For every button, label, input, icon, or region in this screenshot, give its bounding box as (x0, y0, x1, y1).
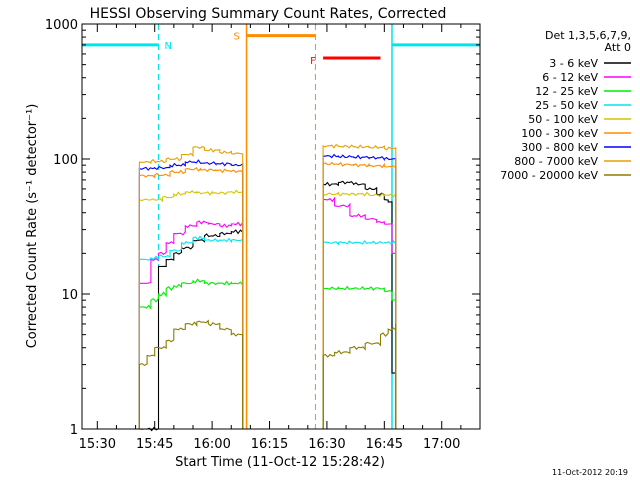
x-axis-label: Start Time (11-Oct-12 15:28:42) (175, 455, 385, 470)
series-line-50-100keV (322, 191, 397, 429)
series-line-12-25keV (322, 285, 397, 429)
plot-clip-layer: N S F (82, 24, 480, 432)
x-tick-label: 15:30 (79, 437, 116, 452)
legend-label: 7000 - 20000 keV (500, 169, 598, 182)
series-line-25-50keV (322, 239, 397, 429)
series-line-6-12keV (322, 196, 397, 429)
series-line-12-25keV (138, 278, 244, 429)
series-layer (138, 143, 397, 432)
series-line-6-12keV (138, 220, 244, 429)
series-line-300-800keV (322, 153, 397, 429)
timestamp: 11-Oct-2012 20:19 (552, 468, 628, 477)
y-tick-label: 10 (61, 288, 78, 303)
legend-header-line2: Att 0 (605, 41, 631, 54)
series-line-800-7000keV (322, 143, 397, 429)
flag-layer: N S F (82, 24, 480, 429)
x-tick-label: 16:00 (193, 437, 230, 452)
x-axis: 15:30 15:45 16:00 16:15 16:30 16:45 17:00 (79, 24, 481, 452)
series-line-7000-20000keV (138, 319, 244, 429)
chart-title: HESSI Observing Summary Count Rates, Cor… (90, 6, 447, 22)
series-line-7000-20000keV (322, 323, 397, 429)
legend-label: 12 - 25 keV (535, 85, 598, 98)
y-tick-label: 100 (53, 153, 78, 168)
legend-label: 800 - 7000 keV (514, 155, 598, 168)
legend-label: 50 - 100 keV (528, 113, 598, 126)
series-line-100-300keV (138, 167, 244, 429)
legend-label: 100 - 300 keV (521, 127, 598, 140)
x-tick-label: 16:30 (308, 437, 345, 452)
series-line-100-300keV (322, 161, 397, 429)
y-axis-label: Corrected Count Rate (s⁻¹ detector⁻¹) (25, 104, 40, 349)
legend-label: 300 - 800 keV (521, 141, 598, 154)
legend-label: 25 - 50 keV (535, 99, 598, 112)
legend-header-line1: Det 1,3,5,6,7,9, (545, 29, 631, 42)
y-tick-label: 1 (70, 423, 78, 438)
y-axis: 1 10 100 1000 (45, 18, 480, 438)
legend-label: 3 - 6 keV (549, 57, 598, 70)
night-flag-label: N (165, 41, 172, 52)
legend-label: 6 - 12 keV (542, 71, 598, 84)
saa-flag-label: S (234, 32, 240, 43)
y-tick-label: 1000 (45, 18, 78, 33)
x-tick-label: 17:00 (423, 437, 460, 452)
flare-flag-label: F (310, 56, 316, 67)
plot-frame (81, 23, 481, 430)
series-line-25-50keV (138, 235, 244, 429)
x-tick-label: 15:45 (136, 437, 173, 452)
series-line-3-6keV (322, 180, 397, 429)
x-tick-label: 16:15 (251, 437, 288, 452)
series-line-50-100keV (138, 189, 244, 429)
x-tick-label: 16:45 (366, 437, 403, 452)
series-line-800-7000keV (138, 145, 244, 429)
series-line-300-800keV (138, 159, 244, 429)
